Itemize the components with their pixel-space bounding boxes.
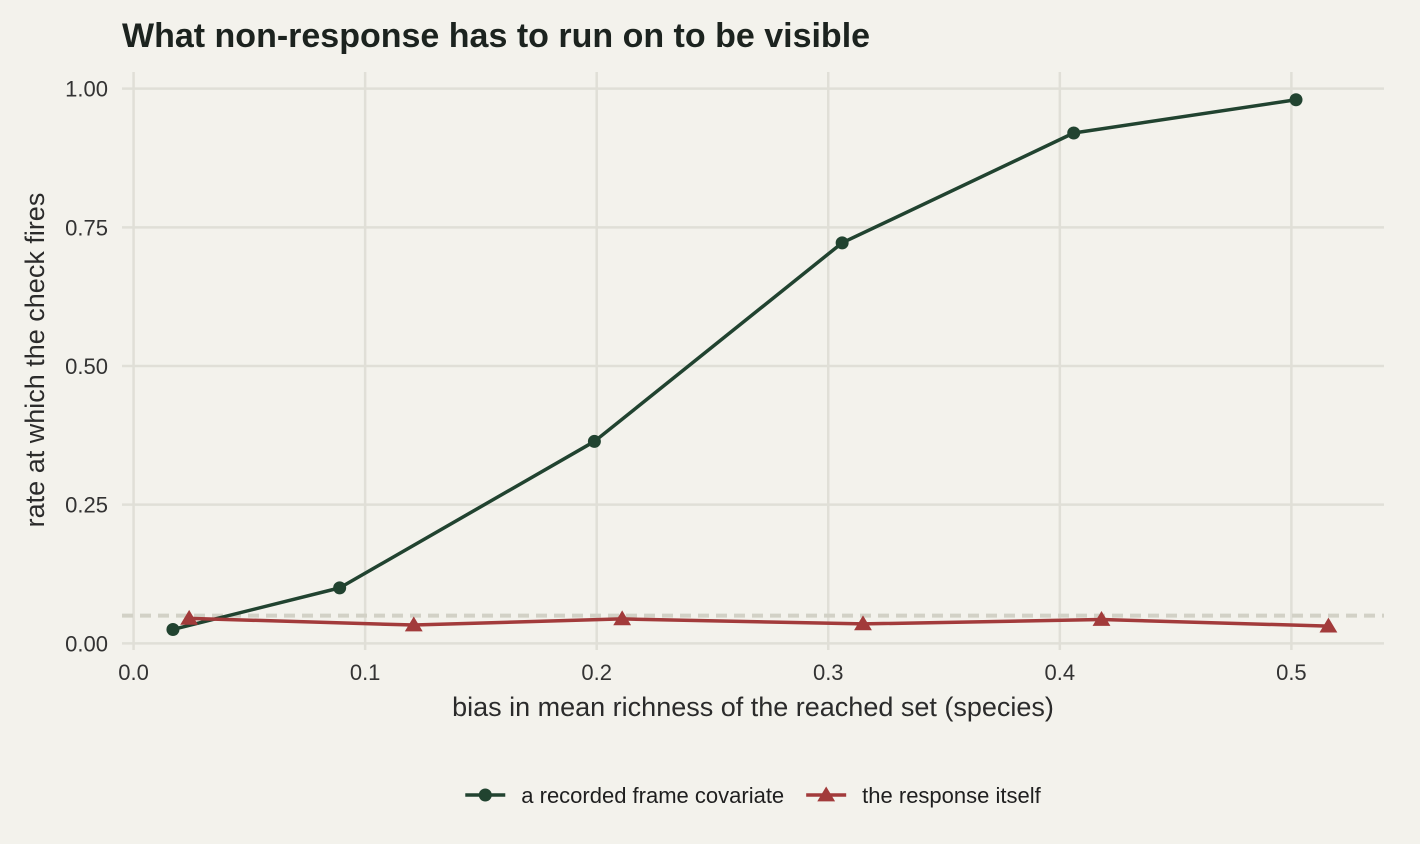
data-point [166,622,180,636]
series-group [166,93,1338,636]
data-point [587,434,601,448]
data-point [333,581,347,595]
series-line [189,616,1329,628]
legend-label: the response itself [862,783,1041,808]
data-point [854,615,872,631]
data-point [1092,610,1111,626]
y-tick-label: 0.25 [65,493,108,518]
legend-item: the response itself [806,783,1042,808]
x-tick-label: 0.3 [813,660,844,685]
x-tick-label: 0.1 [350,660,381,685]
x-tick-label: 0.4 [1045,660,1076,685]
legend: a recorded frame covariate the response i… [465,783,1042,808]
data-point [1319,617,1338,633]
chart-title: What non-response has to run on to be vi… [122,17,870,55]
legend-key-marker [817,786,836,802]
x-tick-labels: 0.0 0.1 0.2 0.3 0.4 0.5 [118,660,1306,685]
series-1 [166,93,1303,636]
series-2 [180,609,1338,633]
y-tick-labels: 0.00 0.25 0.50 0.75 1.00 [65,77,108,657]
data-point [180,609,199,625]
legend-label: a recorded frame covariate [521,783,784,808]
x-tick-label: 0.0 [118,660,149,685]
data-point [1067,126,1081,140]
x-tick-label: 0.2 [581,660,612,685]
data-point [1289,93,1303,107]
series-line [172,98,1297,632]
y-tick-label: 0.00 [65,631,108,656]
y-tick-label: 0.75 [65,215,108,240]
grid [122,72,1384,650]
data-point [404,616,423,632]
legend-key-marker [478,788,492,802]
x-tick-label: 0.5 [1276,660,1307,685]
x-axis-label: bias in mean richness of the reached set… [452,692,1054,722]
y-axis-label: rate at which the check fires [20,193,50,528]
data-point [613,610,632,626]
legend-item: a recorded frame covariate [465,783,784,808]
data-point [835,236,849,250]
y-tick-label: 1.00 [65,77,108,102]
y-tick-label: 0.50 [65,354,108,379]
